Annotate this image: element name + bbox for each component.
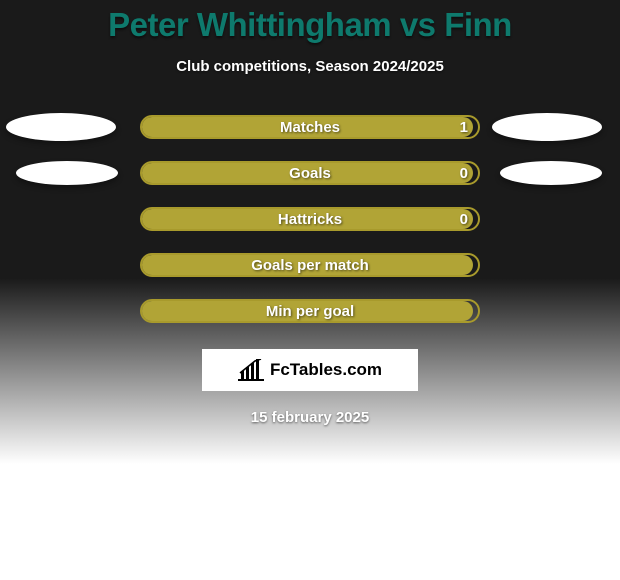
page-title: Peter Whittingham vs Finn <box>0 6 620 44</box>
stat-bar-label: Goals per match <box>251 257 369 274</box>
stat-rows: Matches 1 Goals 0 Hattricks 0 Goals per match M… <box>0 115 620 323</box>
eclipse-left <box>6 113 116 141</box>
stat-bar-value: 1 <box>460 119 468 136</box>
stat-row: Matches 1 <box>0 115 620 139</box>
eclipse-right <box>492 113 602 141</box>
content: Peter Whittingham vs Finn Club competiti… <box>0 0 620 426</box>
stat-bar-label: Hattricks <box>278 211 342 228</box>
stat-bar-value: 0 <box>460 165 468 182</box>
eclipse-right <box>500 161 602 185</box>
stat-row: Min per goal <box>0 299 620 323</box>
stat-bar: Goals 0 <box>140 161 480 185</box>
stat-bar-label: Goals <box>289 165 331 182</box>
eclipse-left <box>16 161 118 185</box>
stat-bar-label: Min per goal <box>266 303 354 320</box>
stat-bar: Matches 1 <box>140 115 480 139</box>
stat-row: Goals 0 <box>0 161 620 185</box>
date-text: 15 february 2025 <box>0 409 620 426</box>
subtitle: Club competitions, Season 2024/2025 <box>0 58 620 75</box>
brand-box: FcTables.com <box>202 349 418 391</box>
stat-bar: Hattricks 0 <box>140 207 480 231</box>
bar-chart-icon <box>238 359 264 381</box>
stat-row: Goals per match <box>0 253 620 277</box>
stat-bar: Goals per match <box>140 253 480 277</box>
stat-row: Hattricks 0 <box>0 207 620 231</box>
stat-bar-value: 0 <box>460 211 468 228</box>
stat-bar-label: Matches <box>280 119 340 136</box>
brand-text: FcTables.com <box>270 360 382 380</box>
stat-bar: Min per goal <box>140 299 480 323</box>
